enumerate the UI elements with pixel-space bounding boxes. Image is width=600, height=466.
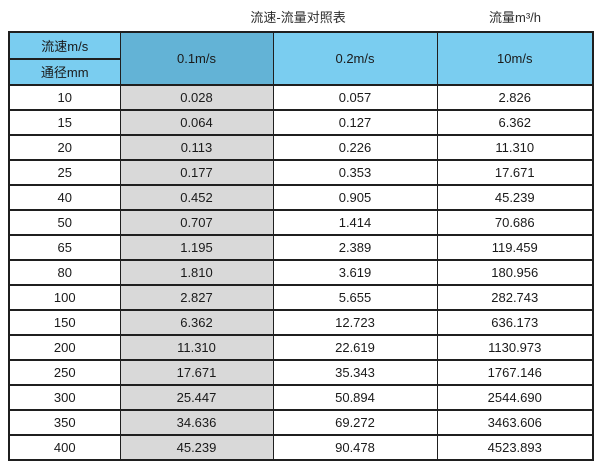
- flow-0.1ms-cell: 2.827: [119, 284, 274, 311]
- flow-0.1ms-cell: 0.452: [119, 184, 274, 211]
- flow-10ms-cell: 636.173: [436, 309, 594, 336]
- table-row: 400 45.239 90.478 4523.893: [8, 434, 594, 461]
- flow-0.2ms-cell: 0.226: [272, 134, 438, 161]
- diameter-cell: 15: [8, 109, 121, 136]
- diameter-cell: 100: [8, 284, 121, 311]
- table-row: 200 11.310 22.619 1130.973: [8, 334, 594, 361]
- flow-0.1ms-cell: 17.671: [119, 359, 274, 386]
- diameter-cell: 150: [8, 309, 121, 336]
- flow-0.1ms-cell: 0.177: [119, 159, 274, 186]
- flow-10ms-cell: 1767.146: [436, 359, 594, 386]
- flow-10ms-cell: 45.239: [436, 184, 594, 211]
- table-row: 40 0.452 0.905 45.239: [8, 184, 594, 211]
- flow-0.2ms-cell: 1.414: [272, 209, 438, 236]
- table-row: 15 0.064 0.127 6.362: [8, 109, 594, 136]
- table-row: 100 2.827 5.655 282.743: [8, 284, 594, 311]
- corner-diameter-label: 通径mm: [8, 57, 121, 86]
- diameter-cell: 350: [8, 409, 121, 436]
- flow-10ms-cell: 119.459: [436, 234, 594, 261]
- flow-0.1ms-cell: 0.707: [119, 209, 274, 236]
- flow-10ms-cell: 2.826: [436, 84, 594, 111]
- table-body: 10 0.028 0.057 2.826 15 0.064 0.127 6.36…: [8, 84, 594, 461]
- flow-0.1ms-cell: 6.362: [119, 309, 274, 336]
- column-header-0.1ms: 0.1m/s: [119, 31, 274, 86]
- flow-10ms-cell: 4523.893: [436, 434, 594, 461]
- table-header: 流速m/s 0.1m/s 0.2m/s 10m/s 通径mm: [8, 31, 594, 86]
- column-header-0.2ms: 0.2m/s: [272, 31, 438, 86]
- flow-0.1ms-cell: 0.064: [119, 109, 274, 136]
- diameter-cell: 200: [8, 334, 121, 361]
- table-row: 10 0.028 0.057 2.826: [8, 84, 594, 111]
- flow-0.1ms-cell: 0.113: [119, 134, 274, 161]
- diameter-cell: 10: [8, 84, 121, 111]
- table-row: 250 17.671 35.343 1767.146: [8, 359, 594, 386]
- table-row: 80 1.810 3.619 180.956: [8, 259, 594, 286]
- flow-10ms-cell: 1130.973: [436, 334, 594, 361]
- flow-0.2ms-cell: 22.619: [272, 334, 438, 361]
- flow-0.1ms-cell: 25.447: [119, 384, 274, 411]
- table-row: 300 25.447 50.894 2544.690: [8, 384, 594, 411]
- flow-0.2ms-cell: 0.057: [272, 84, 438, 111]
- diameter-cell: 40: [8, 184, 121, 211]
- flow-0.2ms-cell: 0.353: [272, 159, 438, 186]
- flow-0.2ms-cell: 12.723: [272, 309, 438, 336]
- diameter-cell: 25: [8, 159, 121, 186]
- flow-0.1ms-cell: 1.810: [119, 259, 274, 286]
- flow-0.2ms-cell: 0.127: [272, 109, 438, 136]
- flow-10ms-cell: 282.743: [436, 284, 594, 311]
- flow-10ms-cell: 2544.690: [436, 384, 594, 411]
- flow-10ms-cell: 70.686: [436, 209, 594, 236]
- flow-0.2ms-cell: 0.905: [272, 184, 438, 211]
- flow-10ms-cell: 11.310: [436, 134, 594, 161]
- diameter-cell: 400: [8, 434, 121, 461]
- table-row: 50 0.707 1.414 70.686: [8, 209, 594, 236]
- table-row: 350 34.636 69.272 3463.606: [8, 409, 594, 436]
- header-row-top: 流速m/s 0.1m/s 0.2m/s 10m/s: [8, 31, 594, 86]
- flow-10ms-cell: 6.362: [436, 109, 594, 136]
- flow-0.2ms-cell: 50.894: [272, 384, 438, 411]
- table-row: 25 0.177 0.353 17.671: [8, 159, 594, 186]
- flow-0.1ms-cell: 45.239: [119, 434, 274, 461]
- header-row-bottom: 通径mm: [8, 57, 593, 86]
- flow-0.2ms-cell: 35.343: [272, 359, 438, 386]
- diameter-cell: 300: [8, 384, 121, 411]
- table-row: 20 0.113 0.226 11.310: [8, 134, 594, 161]
- flow-10ms-cell: 3463.606: [436, 409, 594, 436]
- flow-0.2ms-cell: 3.619: [272, 259, 438, 286]
- flow-10ms-cell: 17.671: [436, 159, 594, 186]
- diameter-cell: 50: [8, 209, 121, 236]
- table-row: 150 6.362 12.723 636.173: [8, 309, 594, 336]
- flow-rate-table: 流速m/s 0.1m/s 0.2m/s 10m/s 通径mm 10 0.028 …: [8, 31, 594, 461]
- page-header: 流速-流量对照表 流量m³/h: [0, 0, 600, 31]
- table-row: 65 1.195 2.389 119.459: [8, 234, 594, 261]
- corner-velocity-label: 流速m/s: [8, 31, 121, 60]
- diameter-cell: 250: [8, 359, 121, 386]
- flow-0.2ms-cell: 90.478: [272, 434, 438, 461]
- flow-0.1ms-cell: 11.310: [119, 334, 274, 361]
- column-header-10ms: 10m/s: [436, 31, 594, 86]
- page-title: 流速-流量对照表: [250, 10, 346, 25]
- flow-0.2ms-cell: 5.655: [272, 284, 438, 311]
- flow-0.1ms-cell: 0.028: [119, 84, 274, 111]
- diameter-cell: 80: [8, 259, 121, 286]
- diameter-cell: 20: [8, 134, 121, 161]
- flow-0.1ms-cell: 1.195: [119, 234, 274, 261]
- diameter-cell: 65: [8, 234, 121, 261]
- flow-0.2ms-cell: 69.272: [272, 409, 438, 436]
- flow-0.2ms-cell: 2.389: [272, 234, 438, 261]
- flow-0.1ms-cell: 34.636: [119, 409, 274, 436]
- flow-10ms-cell: 180.956: [436, 259, 594, 286]
- flow-unit-label: 流量m³/h: [489, 10, 542, 25]
